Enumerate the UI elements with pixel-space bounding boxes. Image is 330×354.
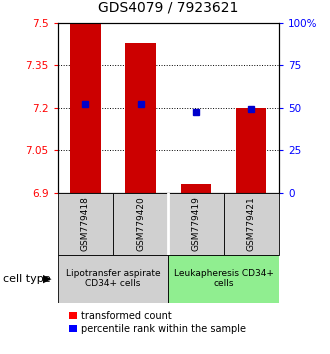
Text: GSM779421: GSM779421 bbox=[247, 196, 256, 251]
Text: GSM779419: GSM779419 bbox=[191, 196, 200, 251]
Text: cell type: cell type bbox=[3, 274, 51, 284]
Bar bbox=[224, 193, 279, 255]
Text: GSM779420: GSM779420 bbox=[136, 196, 145, 251]
Bar bbox=[181, 184, 211, 193]
Text: ▶: ▶ bbox=[43, 274, 51, 284]
Bar bbox=[70, 23, 101, 193]
Bar bbox=[168, 193, 224, 255]
Bar bbox=[58, 193, 113, 255]
Text: Leukapheresis CD34+
cells: Leukapheresis CD34+ cells bbox=[174, 269, 274, 289]
Text: GSM779418: GSM779418 bbox=[81, 196, 90, 251]
Bar bbox=[236, 108, 266, 193]
Legend: transformed count, percentile rank within the sample: transformed count, percentile rank withi… bbox=[69, 311, 246, 334]
Bar bbox=[168, 255, 279, 303]
Bar bbox=[113, 193, 168, 255]
Bar bbox=[125, 43, 156, 193]
Text: Lipotransfer aspirate
CD34+ cells: Lipotransfer aspirate CD34+ cells bbox=[66, 269, 160, 289]
Bar bbox=[58, 255, 168, 303]
Text: GDS4079 / 7923621: GDS4079 / 7923621 bbox=[98, 0, 239, 14]
